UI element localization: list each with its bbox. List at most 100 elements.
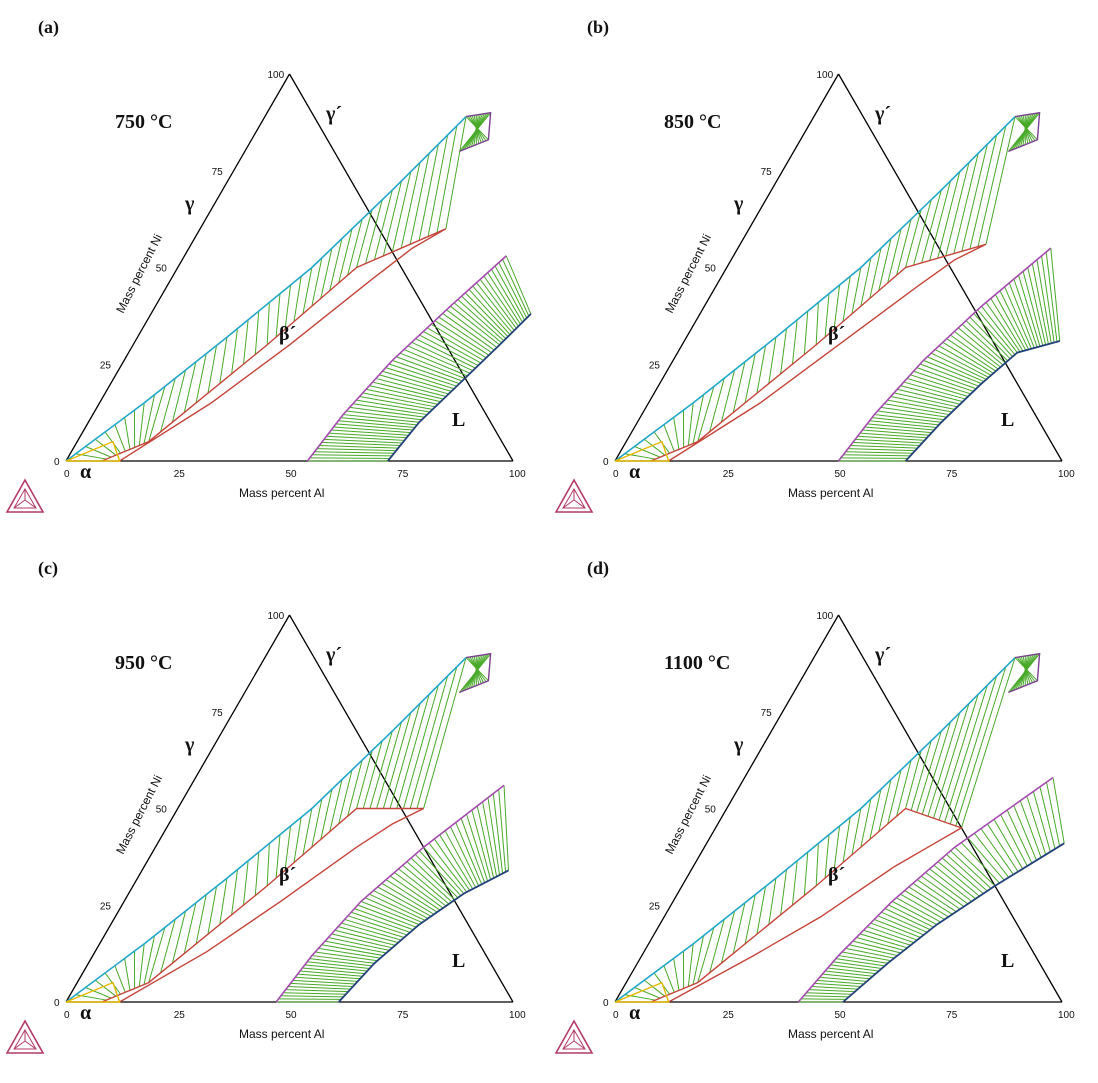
tie-line-gamma-beta xyxy=(709,378,725,433)
panel-label: (a) xyxy=(38,17,59,38)
tie-line-gamma-beta xyxy=(195,353,207,404)
tie-line-liquid-beta xyxy=(893,392,958,408)
tie-line-gamma-beta xyxy=(219,878,228,925)
tie-line-gamma-beta xyxy=(842,817,851,863)
panel-c: 0 25 50 75 100 25 50 75 100 0 Mass percent Al Mass … xyxy=(0,541,549,1082)
tie-line-liquid-beta xyxy=(1019,800,1042,858)
tie-line-liquid-beta xyxy=(324,940,387,954)
tie-line-liquid-beta xyxy=(848,448,916,452)
phase-label-gamma: γ xyxy=(184,734,195,756)
alpha-region-boundary xyxy=(614,440,670,462)
phase-label-gamma: γ xyxy=(733,734,744,756)
tie-line-liquid-beta xyxy=(819,976,867,982)
tie-line-gamma-beta xyxy=(445,116,467,229)
tie-line-liquid-beta xyxy=(482,801,498,877)
y-tick-label: 75 xyxy=(212,708,224,719)
tie-line-liquid-beta xyxy=(874,918,921,938)
tie-line-liquid-beta xyxy=(464,292,509,337)
tie-line-liquid-beta xyxy=(806,992,852,995)
tie-line-liquid-beta xyxy=(903,381,966,400)
tie-line-gamma-beta xyxy=(687,943,694,987)
tie-line-liquid-beta xyxy=(385,879,438,913)
tie-line-liquid-beta xyxy=(830,964,879,972)
tie-line-liquid-beta xyxy=(498,262,528,319)
tie-line-gamma-beta xyxy=(391,171,412,253)
tie-line-gamma-beta xyxy=(985,116,1016,245)
tie-line-gamma-beta xyxy=(692,935,705,985)
tie-line-liquid-beta xyxy=(460,818,486,883)
tie-line-liquid-beta xyxy=(283,992,346,995)
tie-line-liquid-beta xyxy=(838,955,888,964)
tie-line-gamma-beta xyxy=(938,694,979,821)
tie-line-gamma-beta xyxy=(329,238,343,291)
tie-line-liquid-beta xyxy=(433,838,471,891)
tie-line-liquid-beta xyxy=(471,809,492,880)
tie-line-gamma-beta xyxy=(369,730,393,809)
tie-line-gamma-beta xyxy=(219,337,228,384)
gamma-phase-boundary xyxy=(614,116,1016,462)
gamma-prime-boundary xyxy=(459,111,492,153)
tie-line-liquid-beta xyxy=(967,837,1005,881)
tie-line-liquid-beta xyxy=(354,908,414,931)
tie-line-liquid-beta xyxy=(803,995,849,998)
tie-line-gamma-beta xyxy=(961,144,988,252)
tie-line-liquid-beta xyxy=(450,305,500,346)
tie-line-liquid-beta xyxy=(343,414,420,423)
tie-line-gamma-beta xyxy=(815,302,819,345)
tie-line-gamma-beta xyxy=(720,910,736,964)
tie-line-liquid-beta xyxy=(835,958,885,967)
tie-line-liquid-beta xyxy=(351,911,411,933)
tie-line-gamma-beta xyxy=(720,369,736,423)
tie-line-gamma-beta xyxy=(95,438,117,456)
liquid-beta-boundary xyxy=(797,776,1054,1003)
tie-line-liquid-beta xyxy=(346,410,422,421)
tie-line-gamma-beta xyxy=(833,825,841,871)
liquid-beta-boundary xyxy=(837,247,1052,462)
tie-line-liquid-beta xyxy=(487,272,521,325)
tie-line-liquid-beta xyxy=(869,420,937,428)
tie-line-gamma-beta xyxy=(302,808,313,856)
tie-line-gamma-prime xyxy=(1007,653,1041,693)
tie-line-liquid-beta xyxy=(324,438,403,444)
chart-title: 850 °C xyxy=(664,111,721,133)
tie-line-liquid-beta xyxy=(331,933,393,949)
tie-line-gamma-beta xyxy=(768,337,777,384)
tie-line-gamma-beta xyxy=(927,712,961,817)
tie-line-liquid-beta xyxy=(392,359,460,385)
tie-line-liquid-beta xyxy=(859,933,908,949)
tie-line-liquid-beta xyxy=(887,399,953,413)
tie-line-gamma-beta xyxy=(860,798,872,848)
x-tick-label: 75 xyxy=(397,469,409,480)
tie-line-gamma-beta xyxy=(231,328,239,374)
tie-line-liquid-beta xyxy=(877,410,945,421)
liquid-beta-boundary xyxy=(306,255,507,462)
x-tick-label: 25 xyxy=(174,1010,186,1021)
tie-line-liquid-beta xyxy=(1036,259,1052,344)
tie-line-liquid-beta xyxy=(973,832,1010,878)
gamma-phase-boundary xyxy=(65,116,467,462)
tie-line-liquid-beta xyxy=(946,854,988,892)
gamma-prime-boundary xyxy=(459,652,492,694)
tie-line-gamma-beta xyxy=(436,125,458,233)
x-tick-label: 100 xyxy=(1058,469,1075,480)
tie-line-liquid-beta xyxy=(852,940,901,954)
tie-line-liquid-beta xyxy=(890,396,955,410)
tie-line-liquid-beta xyxy=(411,341,473,372)
tie-line-liquid-beta xyxy=(328,937,390,951)
tie-line-gamma-beta xyxy=(842,276,851,322)
tie-line-gamma-beta xyxy=(293,276,302,322)
tie-line-liquid-beta xyxy=(319,445,399,449)
tie-line-liquid-beta xyxy=(921,875,965,907)
y-tick-label: 25 xyxy=(649,901,661,912)
tie-line-liquid-beta xyxy=(808,989,855,993)
y-tick-label: 100 xyxy=(817,611,834,622)
liquid-boundary xyxy=(338,869,509,1003)
y-tick-label: 50 xyxy=(156,805,168,816)
tie-line-gamma-beta xyxy=(756,345,767,394)
x-axis-label: Mass percent Al xyxy=(788,486,873,500)
tie-line-liquid-beta xyxy=(896,897,941,923)
tie-line-liquid-beta xyxy=(479,279,517,329)
